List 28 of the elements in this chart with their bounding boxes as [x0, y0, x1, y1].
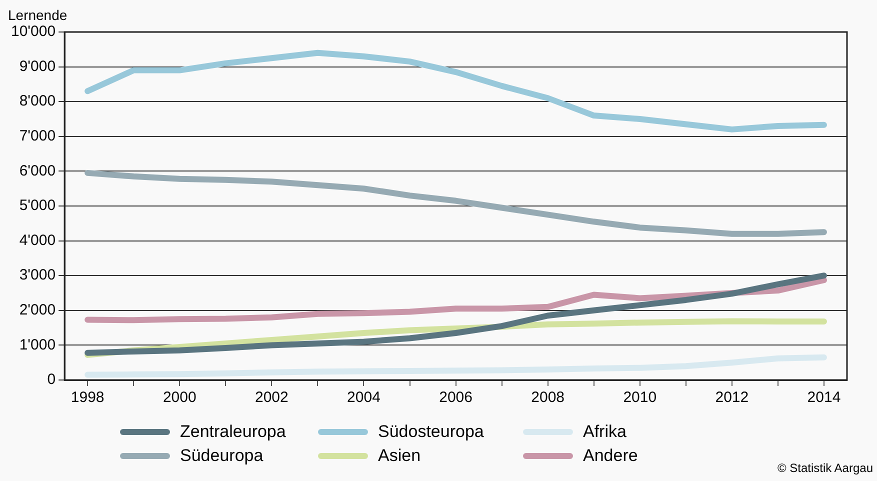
- legend-label: Asien: [378, 446, 421, 466]
- y-tick-label: 1'000: [19, 336, 56, 354]
- legend-label: Afrika: [583, 422, 626, 442]
- y-tick-label: 6'000: [19, 162, 56, 180]
- x-tick-label: 1998: [70, 389, 104, 406]
- y-tick-label: 10'000: [10, 23, 56, 40]
- x-tick-label: 2008: [531, 389, 565, 406]
- y-tick-label: 7'000: [19, 128, 56, 145]
- y-tick-label: 0: [47, 371, 56, 388]
- legend-label: Südeuropa: [180, 446, 264, 466]
- y-axis-title: Lernende: [8, 7, 68, 23]
- x-tick-label: 2002: [255, 389, 288, 406]
- legend-label: Andere: [583, 446, 638, 466]
- y-tick-label: 3'000: [19, 266, 56, 284]
- y-tick-label: 2'000: [19, 302, 56, 319]
- x-tick-label: 2006: [439, 389, 472, 406]
- text: © Statistik Aargau: [777, 461, 873, 475]
- y-tick-label: 9'000: [19, 58, 56, 75]
- x-tick-label: 2010: [623, 389, 657, 406]
- x-tick-label: 2004: [347, 389, 380, 406]
- y-tick-label: 5'000: [19, 197, 56, 214]
- x-tick-label: 2014: [807, 389, 841, 406]
- legend-label: Zentraleuropa: [180, 422, 286, 442]
- y-tick-label: 4'000: [19, 232, 56, 249]
- x-tick-label: 2000: [162, 389, 196, 406]
- legend-label: Südosteuropa: [378, 422, 484, 442]
- y-tick-label: 8'000: [19, 92, 56, 110]
- x-tick-label: 2012: [715, 389, 749, 406]
